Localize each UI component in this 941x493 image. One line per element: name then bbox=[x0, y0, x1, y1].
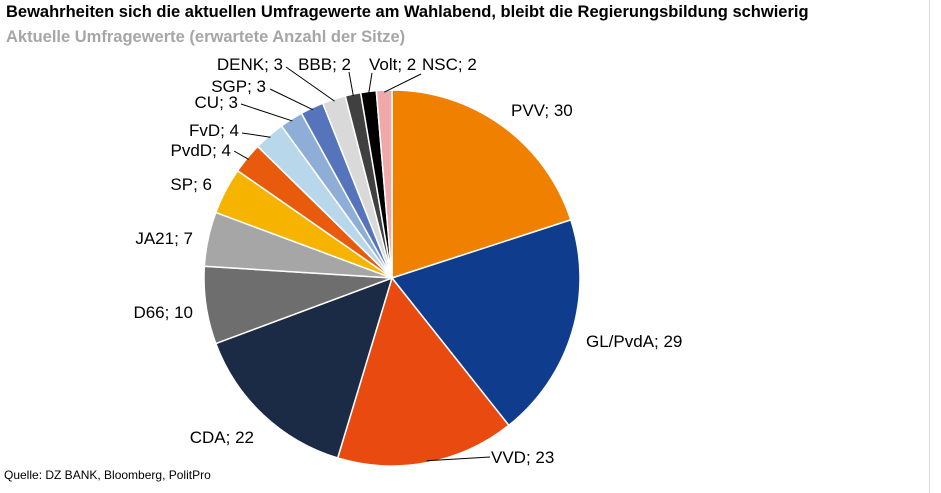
pie-slice-gl-pvda bbox=[391, 219, 581, 427]
slice-label-sp: SP; 6 bbox=[170, 175, 212, 194]
leader-line-pvdd bbox=[233, 150, 249, 160]
slice-label-sgp: SGP; 3 bbox=[211, 77, 266, 96]
pie-slice-pvv bbox=[391, 89, 572, 279]
pie-slices bbox=[203, 89, 581, 467]
source-note: Quelle: DZ BANK, Bloomberg, PolitPro bbox=[4, 468, 211, 482]
pie-slice-nsc bbox=[375, 89, 393, 279]
leader-line-fvd bbox=[241, 132, 271, 138]
pie-slice-cda bbox=[215, 277, 393, 459]
slice-label-cda: CDA; 22 bbox=[190, 428, 254, 447]
leader-line-nsc bbox=[383, 73, 422, 93]
slice-labels: PVV; 30 GL/PvdA; 29 VVD; 23 CDA; 22 D66; 10 J… bbox=[133, 55, 682, 467]
leader-line-sgp bbox=[269, 88, 314, 111]
slice-label-cu: CU; 3 bbox=[195, 93, 238, 112]
leader-line-denk bbox=[285, 66, 335, 102]
slice-label-ja21: JA21; 7 bbox=[135, 229, 193, 248]
slice-label-vvd: VVD; 23 bbox=[491, 448, 554, 467]
chart-subtitle: Aktuelle Umfragewerte (erwartete Anzahl … bbox=[6, 28, 406, 46]
slice-label-pvv: PVV; 30 bbox=[511, 101, 573, 120]
slice-label-nsc: NSC; 2 bbox=[422, 55, 477, 74]
leader-line-vvd bbox=[426, 456, 491, 462]
leader-lines bbox=[233, 66, 491, 462]
slice-label-bbb: BBB; 2 bbox=[298, 55, 351, 74]
slice-label-volt: Volt; 2 bbox=[369, 55, 416, 74]
slice-label-fvd: FvD; 4 bbox=[189, 121, 239, 140]
leader-line-bbb bbox=[348, 71, 354, 97]
chart-title: Bewahrheiten sich die aktuellen Umfragew… bbox=[6, 3, 809, 21]
pie-slice-vvd bbox=[336, 277, 510, 467]
leader-line-volt bbox=[368, 72, 373, 94]
slice-label-gl-pvda: GL/PvdA; 29 bbox=[586, 332, 682, 351]
leader-line-cu bbox=[240, 103, 293, 122]
right-divider bbox=[929, 0, 930, 493]
slice-label-pvdd: PvdD; 4 bbox=[171, 141, 231, 160]
slice-label-denk: DENK; 3 bbox=[217, 55, 283, 74]
slice-label-d66: D66; 10 bbox=[133, 303, 193, 322]
